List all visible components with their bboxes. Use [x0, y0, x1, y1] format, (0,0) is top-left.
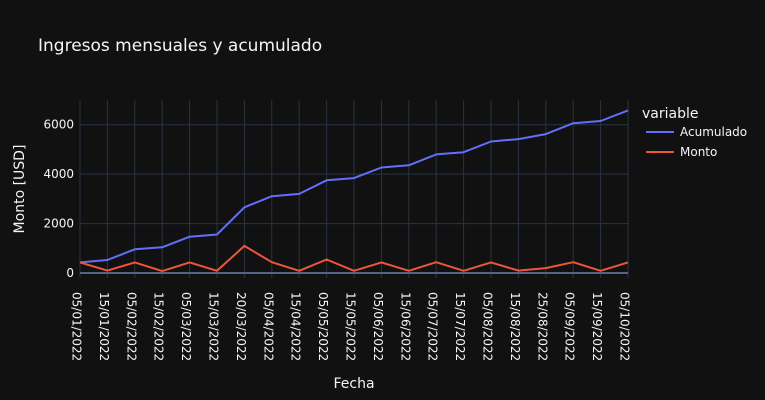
- x-axis-title: Fecha: [333, 376, 374, 392]
- y-tick-label: 6000: [43, 118, 74, 132]
- series-line-monto[interactable]: [79, 244, 629, 273]
- grid: [79, 100, 629, 278]
- x-tick-label: 15/03/2022: [207, 292, 221, 361]
- series-lines: [79, 109, 629, 273]
- legend-label: Acumulado: [680, 125, 747, 139]
- legend-item-monto[interactable]: Monto: [646, 145, 717, 159]
- series-line-acumulado[interactable]: [79, 109, 629, 264]
- x-tick-label: 15/07/2022: [453, 292, 467, 361]
- x-tick-label: 05/01/2022: [70, 292, 84, 361]
- x-tick-label: 05/06/2022: [371, 292, 385, 361]
- x-axis-ticks: 05/01/2022 15/01/2022 05/02/2022 15/02/2022…: [70, 292, 632, 361]
- x-tick-label: 05/04/2022: [261, 292, 275, 361]
- x-tick-label: 05/09/2022: [563, 292, 577, 361]
- legend[interactable]: variable Acumulado Monto: [642, 106, 747, 159]
- y-tick-label: 2000: [43, 217, 74, 231]
- chart-title: Ingresos mensuales y acumulado: [38, 36, 322, 56]
- x-tick-label: 15/02/2022: [152, 292, 166, 361]
- y-axis-title: Monto [USD]: [12, 145, 28, 234]
- x-tick-label: 15/09/2022: [590, 292, 604, 361]
- x-tick-label: 05/03/2022: [179, 292, 193, 361]
- x-tick-label: 05/07/2022: [426, 292, 440, 361]
- legend-label: Monto: [680, 145, 717, 159]
- x-tick-label: 05/08/2022: [481, 292, 495, 361]
- x-tick-label: 15/05/2022: [344, 292, 358, 361]
- x-tick-label: 15/08/2022: [508, 292, 522, 361]
- x-tick-label: 15/04/2022: [289, 292, 303, 361]
- x-tick-label: 05/02/2022: [124, 292, 138, 361]
- x-tick-label: 20/03/2022: [234, 292, 248, 361]
- x-tick-label: 15/01/2022: [97, 292, 111, 361]
- legend-title: variable: [642, 106, 698, 122]
- x-tick-label: 15/06/2022: [398, 292, 412, 361]
- legend-item-acumulado[interactable]: Acumulado: [646, 125, 747, 139]
- y-tick-label: 0: [66, 266, 74, 280]
- x-tick-label: 05/05/2022: [316, 292, 330, 361]
- y-axis-ticks: 0 2000 4000 6000: [43, 118, 74, 280]
- x-tick-label: 25/08/2022: [535, 292, 549, 361]
- x-tick-label: 05/10/2022: [618, 292, 632, 361]
- y-tick-label: 4000: [43, 167, 74, 181]
